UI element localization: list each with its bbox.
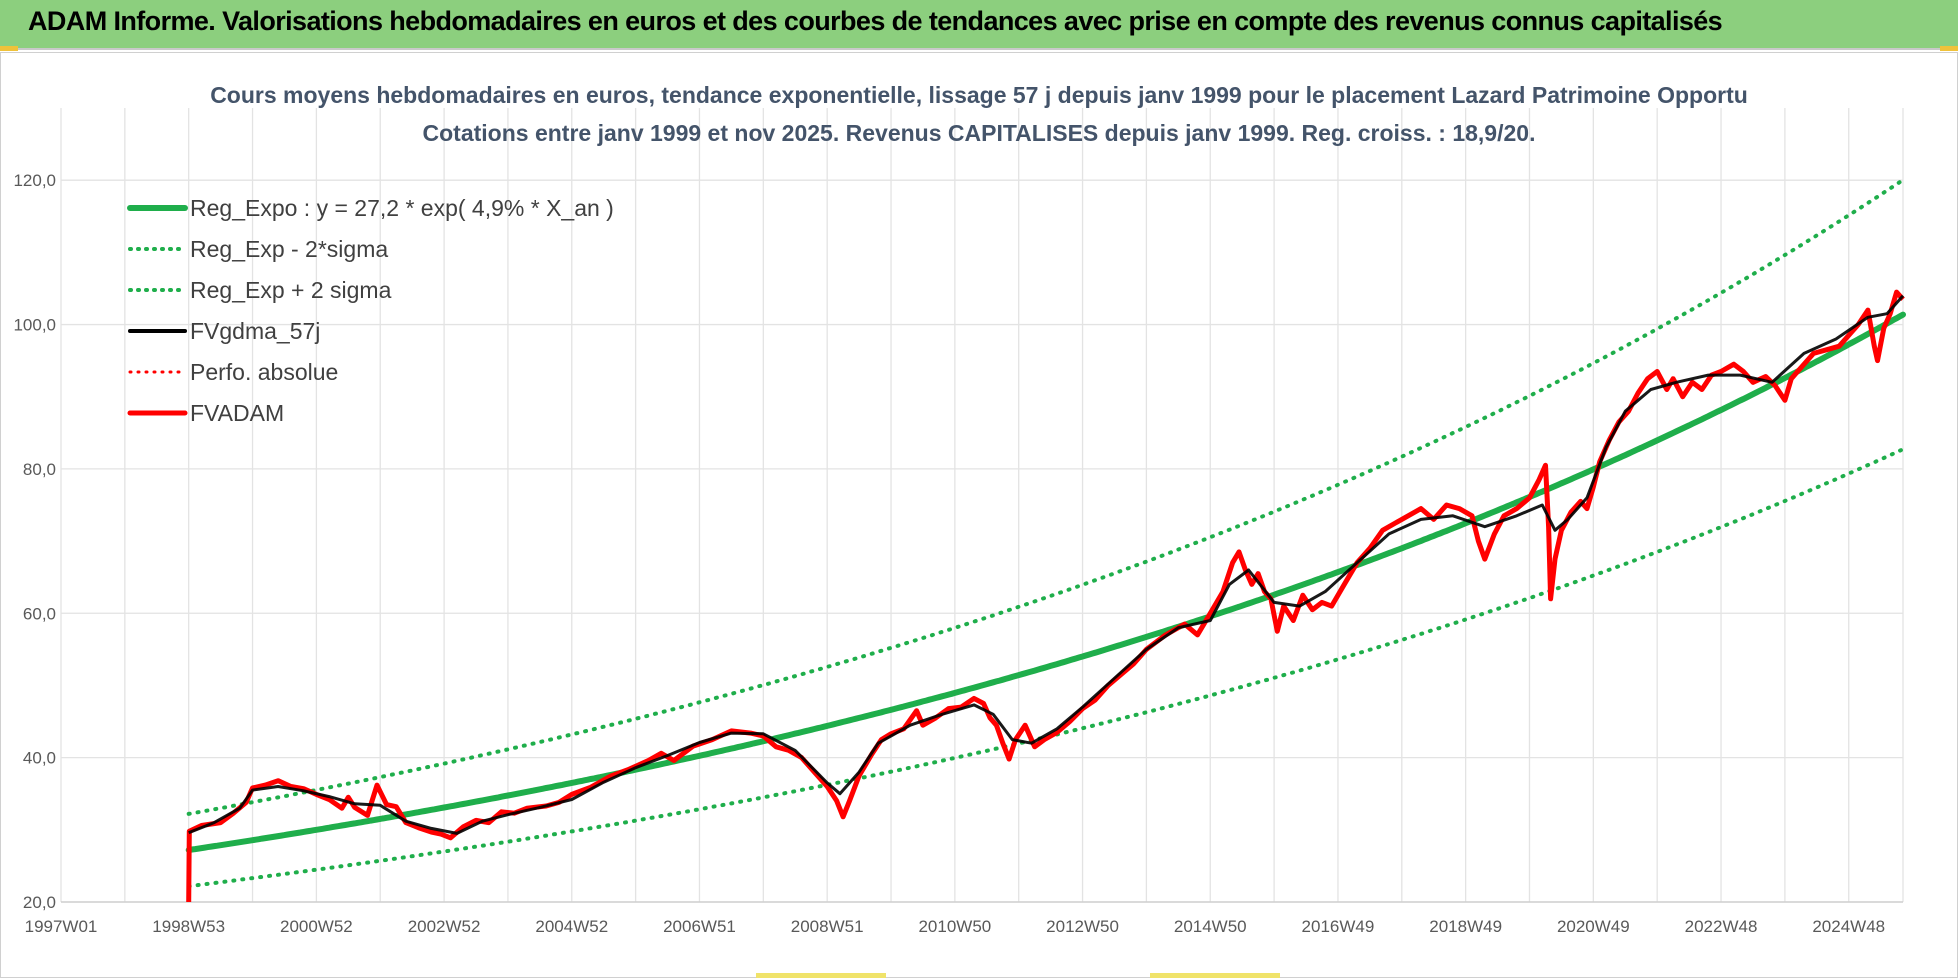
chart-frame <box>0 52 1958 978</box>
y-tick-label: 80,0 <box>23 460 56 479</box>
y-tick-label: 40,0 <box>23 749 56 768</box>
x-axis-tick-labels: 1997W01 1998W53 2000W52 2002W52 2004W52 2006W… <box>25 917 1886 936</box>
series-line-fvgdma-57j <box>188 294 1905 835</box>
x-tick-label: 2012W50 <box>1046 917 1119 936</box>
legend-label: Reg_Expo : y = 27,2 * exp( 4,9% * X_an ) <box>190 195 614 221</box>
header-bar: ADAM Informe. Valorisations hebdomadaire… <box>0 0 1958 50</box>
chart-title-line-2: Cotations entre janv 1999 et nov 2025. R… <box>423 120 1536 146</box>
y-tick-label: 120,0 <box>13 171 56 190</box>
chart-title-line-1: Cours moyens hebdomadaires en euros, ten… <box>210 82 1748 108</box>
x-tick-label: 1998W53 <box>152 917 225 936</box>
x-tick-label: 2020W49 <box>1557 917 1630 936</box>
x-tick-label: 2018W49 <box>1429 917 1502 936</box>
x-tick-label: 2016W49 <box>1302 917 1375 936</box>
bottom-mark-1 <box>756 973 886 978</box>
series-line-reg-expo <box>185 311 1906 853</box>
x-tick-label: 2008W51 <box>791 917 864 936</box>
x-tick-label: 2010W50 <box>918 917 991 936</box>
corner-mark-left <box>0 46 18 51</box>
legend: Reg_Expo : y = 27,2 * exp( 4,9% * X_an )… <box>127 195 614 426</box>
x-tick-label: 1997W01 <box>25 917 98 936</box>
bottom-mark-2 <box>1150 973 1280 978</box>
y-tick-label: 100,0 <box>13 316 56 335</box>
x-tick-label: 2002W52 <box>408 917 481 936</box>
vertical-gridlines <box>60 108 1904 902</box>
corner-mark-right <box>1940 46 1958 51</box>
x-tick-label: 2022W48 <box>1685 917 1758 936</box>
legend-label: FVADAM <box>190 400 284 426</box>
y-tick-label: 60,0 <box>23 604 56 623</box>
series-line-fvadam <box>186 289 1905 903</box>
x-tick-label: 2024W48 <box>1812 917 1885 936</box>
x-tick-label: 2000W52 <box>280 917 353 936</box>
y-axis-tick-labels: 20,0 40,0 60,0 80,0 100,0 120,0 <box>13 171 56 912</box>
y-tick-label: 20,0 <box>23 893 56 912</box>
series-layer <box>185 177 1906 903</box>
legend-label: Reg_Exp - 2*sigma <box>190 236 388 262</box>
x-tick-label: 2014W50 <box>1174 917 1247 936</box>
legend-label: FVgdma_57j <box>190 318 320 344</box>
x-tick-label: 2004W52 <box>535 917 608 936</box>
series-line-reg-minus-2-sigma <box>186 447 1905 889</box>
header-title: ADAM Informe. Valorisations hebdomadaire… <box>28 6 1723 36</box>
series-line-reg-plus-2-sigma <box>186 177 1905 816</box>
legend-label: Perfo. absolue <box>190 359 338 385</box>
x-tick-label: 2006W51 <box>663 917 736 936</box>
legend-label: Reg_Exp + 2 sigma <box>190 277 392 303</box>
